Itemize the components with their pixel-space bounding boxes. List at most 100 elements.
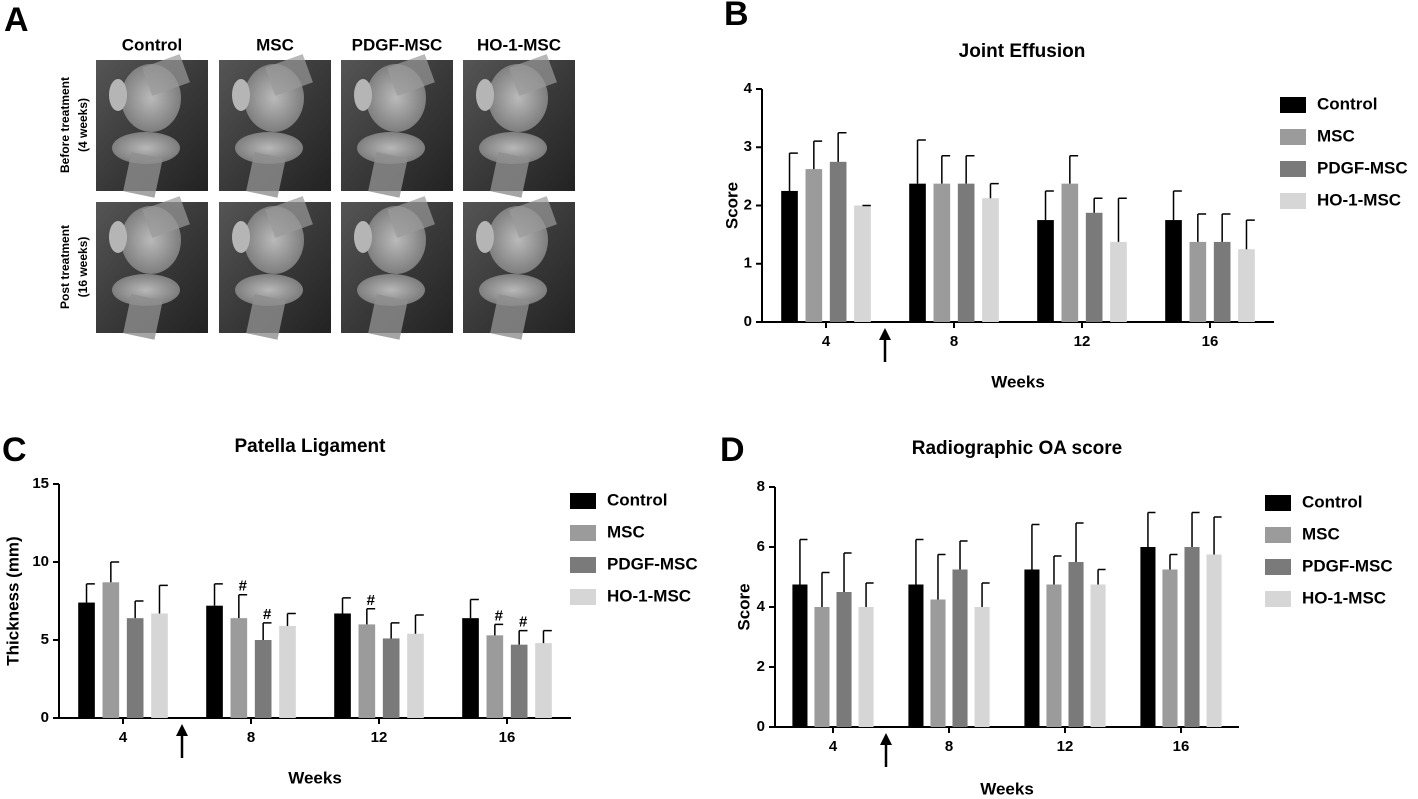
chart-title: Radiographic OA score <box>912 438 1122 459</box>
error-bar <box>494 623 504 636</box>
x-tick-label: 16 <box>499 729 516 746</box>
panel-label: B <box>724 0 749 33</box>
bar <box>382 638 400 718</box>
column-header: MSC <box>256 35 294 54</box>
error-bar <box>134 600 144 619</box>
legend-swatch <box>1265 591 1291 607</box>
y-tick-label: 15 <box>32 475 49 492</box>
x-tick-label: 8 <box>950 333 958 350</box>
error-bar <box>965 154 975 184</box>
tibia <box>357 132 425 164</box>
significance-mark: # <box>263 606 272 623</box>
error-bar <box>1075 522 1084 562</box>
bar <box>1206 554 1222 727</box>
bar <box>102 582 120 718</box>
x-tick-label: 4 <box>119 729 128 746</box>
error-bar <box>1097 568 1106 585</box>
tibia <box>479 132 547 164</box>
tibia <box>112 132 180 164</box>
error-bar <box>1147 511 1156 547</box>
x-tick-label: 8 <box>945 738 953 755</box>
bar <box>462 618 479 718</box>
panel-label: A <box>4 1 29 39</box>
row-label: (4 weeks) <box>76 98 90 152</box>
tibia <box>235 132 303 164</box>
legend-label: HO-1-MSC <box>1302 588 1386 607</box>
legend-label: PDGF-MSC <box>1317 158 1408 177</box>
tibia <box>479 274 547 306</box>
bar <box>1110 241 1127 322</box>
y-axis-label: Score <box>734 583 753 630</box>
error-bar <box>981 582 990 607</box>
y-tick-label: 5 <box>41 631 49 648</box>
column-header: PDGF-MSC <box>352 35 443 54</box>
error-bar <box>1069 154 1079 184</box>
error-bar <box>341 597 351 614</box>
legend-label: Control <box>1317 94 1377 113</box>
error-bar <box>1053 555 1062 585</box>
legend-label: HO-1-MSC <box>607 586 691 605</box>
error-bar <box>469 598 479 619</box>
chart-title: Joint Effusion <box>959 41 1086 62</box>
bar <box>1238 249 1255 322</box>
error-bar <box>213 583 223 606</box>
bar <box>814 607 830 727</box>
bar <box>78 602 95 718</box>
column-header: HO-1-MSC <box>477 35 561 54</box>
x-axis-label: Weeks <box>288 768 342 787</box>
bar <box>1061 183 1079 322</box>
legend-swatch <box>570 557 596 573</box>
error-bar <box>1191 511 1200 547</box>
femur-shaft <box>387 54 435 96</box>
legend-swatch <box>1280 161 1306 177</box>
patella <box>109 221 127 253</box>
x-axis-label: Weeks <box>991 372 1045 391</box>
y-tick-label: 4 <box>757 598 766 615</box>
error-bar <box>1197 213 1207 242</box>
bar <box>1046 584 1062 727</box>
x-axis-label: Weeks <box>980 779 1034 798</box>
column-header: Control <box>122 35 182 54</box>
patella <box>476 79 494 111</box>
error-bar <box>238 594 248 619</box>
row-label: Post treatment <box>58 225 72 309</box>
bar <box>829 161 847 322</box>
chart-title: Patella Ligament <box>235 436 387 457</box>
tibia-shaft <box>368 152 408 198</box>
tibia-shaft <box>123 152 163 198</box>
error-bar <box>937 553 946 600</box>
femur-shaft <box>265 54 313 96</box>
tibia-shaft <box>490 152 530 198</box>
bar <box>358 624 376 718</box>
tibia-shaft <box>368 294 408 340</box>
error-bar <box>1117 197 1127 242</box>
tibia <box>235 274 303 306</box>
legend-label: Control <box>607 490 667 509</box>
bar <box>1024 569 1040 727</box>
error-bar <box>390 622 400 639</box>
error-bar <box>1169 553 1178 570</box>
significance-mark: # <box>239 578 248 595</box>
row-label: Before treatment <box>58 77 72 173</box>
y-tick-label: 1 <box>744 255 752 272</box>
x-tick-label: 16 <box>1173 738 1190 755</box>
error-bar <box>518 629 528 645</box>
error-bar <box>915 538 924 585</box>
error-bar <box>366 608 376 625</box>
bar <box>1085 212 1103 322</box>
legend-label: PDGF-MSC <box>607 554 698 573</box>
legend-swatch <box>570 525 596 541</box>
error-bar <box>542 629 552 644</box>
y-tick-label: 2 <box>744 196 752 213</box>
bar <box>909 183 926 322</box>
x-tick-label: 8 <box>247 729 255 746</box>
tibia <box>357 274 425 306</box>
error-bar <box>262 622 272 640</box>
bar <box>1140 547 1156 727</box>
bar <box>854 205 871 322</box>
tibia <box>112 274 180 306</box>
bar <box>1068 562 1084 727</box>
bar <box>1189 241 1207 322</box>
x-tick-label: 12 <box>1074 333 1091 350</box>
